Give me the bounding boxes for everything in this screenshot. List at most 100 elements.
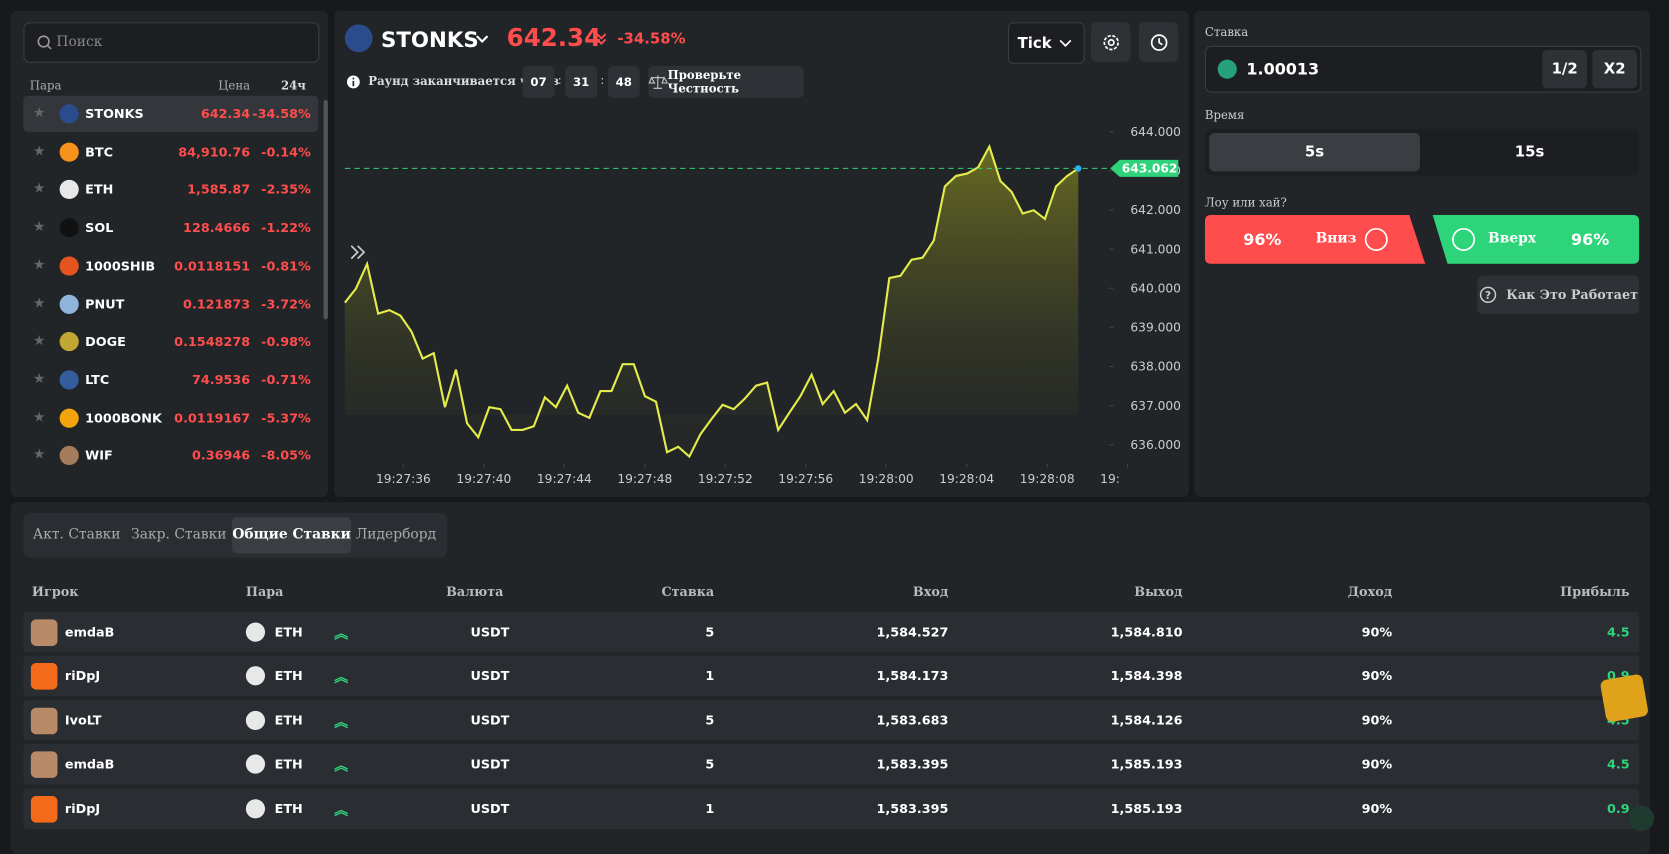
tab[interactable]: Закр. Ставки [131, 526, 227, 543]
pair-name: 1000SHIB [85, 258, 156, 274]
pair: ETH [274, 668, 303, 684]
pair-row[interactable]: ★ DOGE 0.1548278 -0.98% [23, 324, 318, 360]
star[interactable]: ★ [32, 333, 46, 350]
star[interactable]: ★ [32, 409, 46, 426]
star[interactable]: ★ [32, 181, 46, 198]
currency: USDT [470, 800, 510, 816]
star[interactable]: ★ [32, 447, 46, 464]
pair-change: -34.58% [252, 106, 311, 122]
pair-price: 642.34 [200, 106, 251, 122]
price-chart: 636.000 637.000 638.000 639.000 640.000 641.0… [344, 125, 1181, 486]
usdt-icon [1217, 59, 1237, 79]
player: riDpJ [64, 800, 101, 816]
time-5s[interactable]: 5s [1209, 133, 1420, 172]
pair-row[interactable]: ★ 1000SHIB 0.0118151 -0.81% [23, 248, 318, 284]
x-tick-label: 19:27:52 [698, 472, 753, 486]
pair-price: 0.1548278 [174, 334, 251, 350]
area [344, 146, 1079, 457]
star[interactable]: ★ [32, 143, 46, 160]
half-btn[interactable]: 1/2 [1542, 50, 1588, 89]
double-btn[interactable]: X2 [1592, 50, 1638, 89]
star[interactable]: ★ [32, 295, 46, 312]
gift-icon[interactable] [1599, 673, 1649, 723]
search-icon [37, 35, 52, 50]
up-btn[interactable] [1432, 214, 1640, 264]
support-icon[interactable] [1628, 805, 1655, 832]
pair-change: -3.72% [261, 296, 311, 312]
col-change[interactable]: 24ч [281, 78, 306, 93]
collapse-icon[interactable] [350, 245, 366, 260]
pair-row[interactable]: ★ STONKS 642.34 -34.58% [23, 95, 319, 132]
time-toggle: 5s 15s [1204, 128, 1640, 176]
settings-btn[interactable] [1091, 22, 1131, 62]
cell: 1 [705, 668, 715, 684]
pair-name: SOL [85, 220, 114, 236]
y-tick-label: 644.000 [1130, 125, 1181, 139]
avatar [30, 707, 58, 735]
tab[interactable]: Акт. Ставки [32, 526, 121, 543]
gear-icon [1102, 34, 1119, 50]
search-box[interactable]: Поиск [23, 22, 320, 63]
time: 15s [1514, 143, 1545, 161]
pair-change: -0.98% [261, 334, 311, 350]
time-15s[interactable]: 15s [1424, 133, 1635, 171]
avatar [30, 663, 58, 691]
pair-name: STONKS [85, 106, 144, 122]
cell: 5 [705, 712, 715, 728]
eth-icon [245, 798, 266, 818]
star[interactable]: ★ [32, 219, 46, 236]
down-btn[interactable] [1204, 214, 1426, 264]
pair: ETH [274, 800, 303, 816]
star[interactable]: ★ [32, 371, 46, 388]
current-label: 643.062 [1122, 162, 1178, 176]
question: Лоу или хай? [1204, 195, 1287, 210]
bet-input[interactable]: 1.00013 1/2 X2 [1204, 45, 1642, 93]
how-btn[interactable]: ? Как Это Работает [1477, 275, 1640, 314]
col-header: Пара [245, 584, 284, 600]
star[interactable]: ★ [32, 257, 46, 274]
col-header: Валюта [446, 584, 504, 600]
cell: 1,584.398 [1110, 668, 1183, 684]
eth-icon [245, 710, 266, 730]
pair-row[interactable]: ★ 1000BONK 0.0119167 -5.37% [23, 400, 318, 436]
avatar [30, 795, 58, 823]
pair-change: -2.35% [261, 182, 311, 198]
history-btn[interactable] [1138, 22, 1179, 62]
pair-row[interactable]: ★ PNUT 0.121873 -3.72% [23, 286, 318, 322]
interval-select[interactable]: Tick [1007, 22, 1085, 64]
pair-row[interactable]: ★ ETH 1,585.87 -2.35% [23, 172, 318, 208]
x-tick-label: 19:28:04 [939, 472, 994, 486]
time: 5s [1304, 143, 1325, 161]
star[interactable]: ★ [32, 105, 46, 122]
currency: USDT [470, 712, 510, 728]
pair-name: 1000BONK [85, 410, 162, 426]
symbol-dropdown[interactable] [475, 34, 490, 45]
timer-ms: 48 [615, 75, 632, 89]
pair-change: -0.14% [261, 144, 311, 160]
history-icon [1150, 33, 1167, 51]
pair-row[interactable]: ★ SOL 128.4666 -1.22% [23, 210, 318, 246]
tab[interactable]: Лидерборд [355, 526, 437, 543]
pair-change: -0.71% [261, 372, 311, 388]
fairness-btn[interactable]: Проверьте Честность [648, 65, 804, 98]
y-tick-label: 638.000 [1130, 360, 1181, 374]
tab[interactable]: Общие Ставки [232, 517, 352, 554]
avatar [30, 751, 58, 779]
col-price[interactable]: Цена [218, 78, 251, 93]
round-label: Раунд заканчивается через [368, 74, 559, 89]
y-tick-label: 639.000 [1130, 321, 1181, 335]
x-tick-label: 19:27:36 [376, 472, 431, 486]
up-arrow: ︽ [334, 626, 349, 643]
up-arrow: ︽ [334, 670, 349, 687]
pair-row[interactable]: ★ WIF 0.36946 -8.05% [23, 438, 318, 474]
player: emdaB [64, 756, 115, 772]
pair-row[interactable]: ★ LTC 74.9536 -0.71% [23, 362, 318, 398]
symbol[interactable]: STONKS [381, 26, 479, 53]
pair-row[interactable]: ★ BTC 84,910.76 -0.14% [23, 134, 318, 170]
half: 1/2 [1551, 60, 1578, 78]
coin-icon [59, 180, 79, 200]
cell: 5 [705, 624, 715, 640]
cell: 5 [705, 756, 715, 772]
up-arrow: ︽ [334, 714, 349, 731]
